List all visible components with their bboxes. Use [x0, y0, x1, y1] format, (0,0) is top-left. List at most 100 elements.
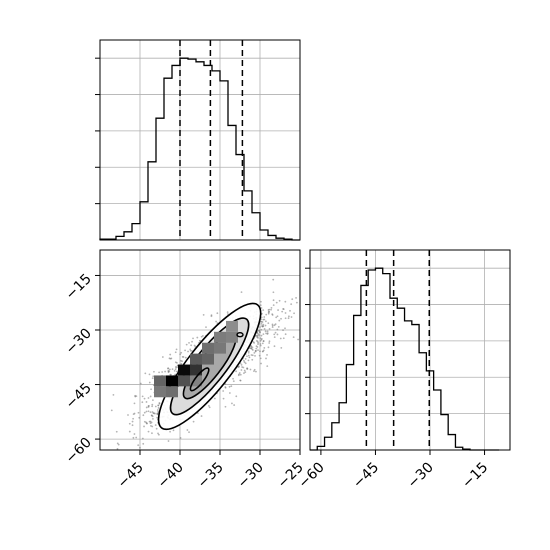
scatter-point: [147, 430, 150, 433]
scatter-point: [270, 306, 273, 309]
scatter-point: [158, 371, 160, 374]
scatter-point: [148, 373, 151, 376]
scatter-point: [264, 330, 267, 333]
scatter-point: [290, 316, 293, 318]
scatter-point: [110, 409, 113, 412]
scatter-point: [259, 343, 262, 345]
scatter-point: [175, 365, 177, 368]
scatter-point: [265, 357, 267, 360]
scatter-point: [267, 322, 270, 325]
scatter-point: [259, 383, 262, 386]
scatter-point: [273, 333, 276, 336]
scatter-point: [251, 354, 254, 357]
scatter-point: [137, 411, 140, 414]
scatter-point: [277, 309, 279, 311]
scatter-point: [272, 299, 275, 302]
y-tick-label: −15: [63, 271, 95, 303]
x-tick-label: −60: [296, 460, 328, 492]
scatter-point: [156, 416, 159, 419]
scatter-point: [132, 436, 135, 439]
scatter-point: [173, 369, 176, 372]
scatter-point: [278, 319, 281, 322]
scatter-point: [261, 342, 264, 345]
x-tick-label: −45: [350, 460, 382, 492]
scatter-point: [239, 373, 242, 376]
scatter-point: [254, 354, 256, 357]
scatter-point: [258, 354, 261, 357]
scatter-point: [282, 308, 285, 310]
scatter-point: [274, 323, 277, 326]
scatter-point: [267, 346, 270, 349]
scatter-point: [259, 339, 262, 342]
scatter-point: [161, 371, 164, 373]
scatter-point: [275, 301, 278, 304]
density-cell: [190, 364, 202, 376]
scatter-point: [149, 422, 152, 425]
scatter-point: [135, 436, 138, 439]
scatter-point: [253, 368, 256, 371]
scatter-point: [249, 368, 252, 371]
scatter-point: [251, 358, 254, 361]
scatter-point: [228, 392, 231, 394]
scatter-point: [193, 344, 196, 347]
scatter-point: [246, 355, 248, 358]
scatter-point: [138, 416, 141, 419]
scatter-point: [152, 399, 154, 402]
scatter-point: [288, 315, 290, 318]
scatter-point: [260, 362, 262, 365]
scatter-point: [244, 358, 247, 360]
scatter-point: [233, 404, 236, 406]
scatter-point: [251, 346, 254, 349]
scatter-point: [255, 347, 258, 350]
scatter-point: [265, 332, 267, 335]
scatter-point: [190, 344, 193, 347]
scatter-point: [259, 344, 262, 347]
scatter-point: [153, 412, 155, 415]
scatter-point: [164, 370, 167, 373]
axes-frame: [309, 249, 511, 451]
scatter-point: [146, 422, 148, 425]
scatter-point: [246, 367, 249, 370]
scatter-point: [153, 370, 155, 373]
scatter-point: [226, 313, 229, 315]
scatter-point: [201, 334, 204, 337]
scatter-point: [259, 326, 261, 328]
y-tick-label: −60: [63, 435, 95, 467]
scatter-point: [148, 420, 151, 423]
scatter-point: [282, 337, 285, 340]
scatter-point: [290, 303, 293, 306]
scatter-point: [168, 368, 171, 371]
scatter-point: [156, 409, 159, 411]
scatter-point: [274, 331, 277, 334]
scatter-point: [157, 432, 159, 435]
scatter-point: [253, 342, 255, 344]
scatter-point: [142, 442, 145, 445]
scatter-point: [152, 417, 154, 420]
scatter-point: [155, 427, 158, 430]
scatter-point: [266, 354, 268, 356]
scatter-point: [154, 424, 157, 426]
scatter-point: [224, 386, 227, 389]
scatter-point: [260, 328, 263, 331]
scatter-point: [231, 402, 233, 405]
scatter-point: [244, 362, 247, 365]
scatter-point: [244, 371, 247, 374]
scatter-point: [151, 432, 153, 435]
scatter-point: [116, 447, 119, 450]
scatter-point: [147, 404, 150, 407]
scatter-point: [205, 326, 207, 329]
scatter-point: [210, 314, 213, 316]
scatter-point: [262, 318, 265, 321]
scatter-point: [247, 351, 250, 354]
scatter-point: [174, 361, 177, 364]
scatter-point: [281, 310, 284, 313]
scatter-point: [278, 299, 281, 302]
scatter-point: [293, 312, 295, 315]
density-cell: [154, 375, 166, 387]
scatter-point: [256, 332, 259, 335]
scatter-point: [144, 372, 147, 375]
scatter-point: [232, 380, 235, 383]
scatter-point: [239, 379, 242, 382]
scatter-point: [151, 411, 154, 413]
scatter-point: [149, 395, 152, 398]
